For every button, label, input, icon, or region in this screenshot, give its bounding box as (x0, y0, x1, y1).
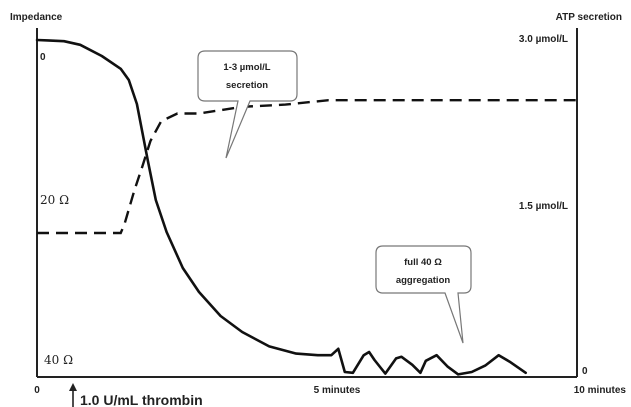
right-axis-title: ATP secretion (556, 12, 622, 23)
left-tick-20: 20 Ω (40, 193, 69, 207)
secretion-callout-line2: secretion (226, 80, 268, 91)
left-tick-0: 0 (40, 52, 46, 63)
right-tick-0: 0 (582, 366, 588, 377)
thrombin-marker: 1.0 U/mL thrombin (69, 383, 203, 407)
x-tick-0: 0 (34, 385, 40, 396)
x-tick-5: 5 minutes (314, 385, 361, 396)
left-tick-40: 40 Ω (44, 353, 73, 367)
impedance-series-line (35, 38, 527, 376)
left-axis-title: Impedance (10, 12, 63, 23)
thrombin-label: 1.0 U/mL thrombin (80, 392, 203, 407)
right-tick-1-5: 1.5 µmol/L (519, 201, 568, 212)
aggregation-callout-line1: full 40 Ω (404, 257, 442, 268)
aggregation-callout: full 40 Ω aggregation (375, 245, 472, 344)
secretion-callout: 1-3 µmol/L secretion (197, 50, 298, 159)
aggregation-callout-line2: aggregation (396, 275, 451, 286)
x-tick-10: 10 minutes (574, 385, 627, 396)
secretion-callout-line1: 1-3 µmol/L (223, 62, 270, 73)
atp-secretion-series-line (37, 99, 577, 235)
right-tick-3: 3.0 µmol/L (519, 34, 568, 45)
